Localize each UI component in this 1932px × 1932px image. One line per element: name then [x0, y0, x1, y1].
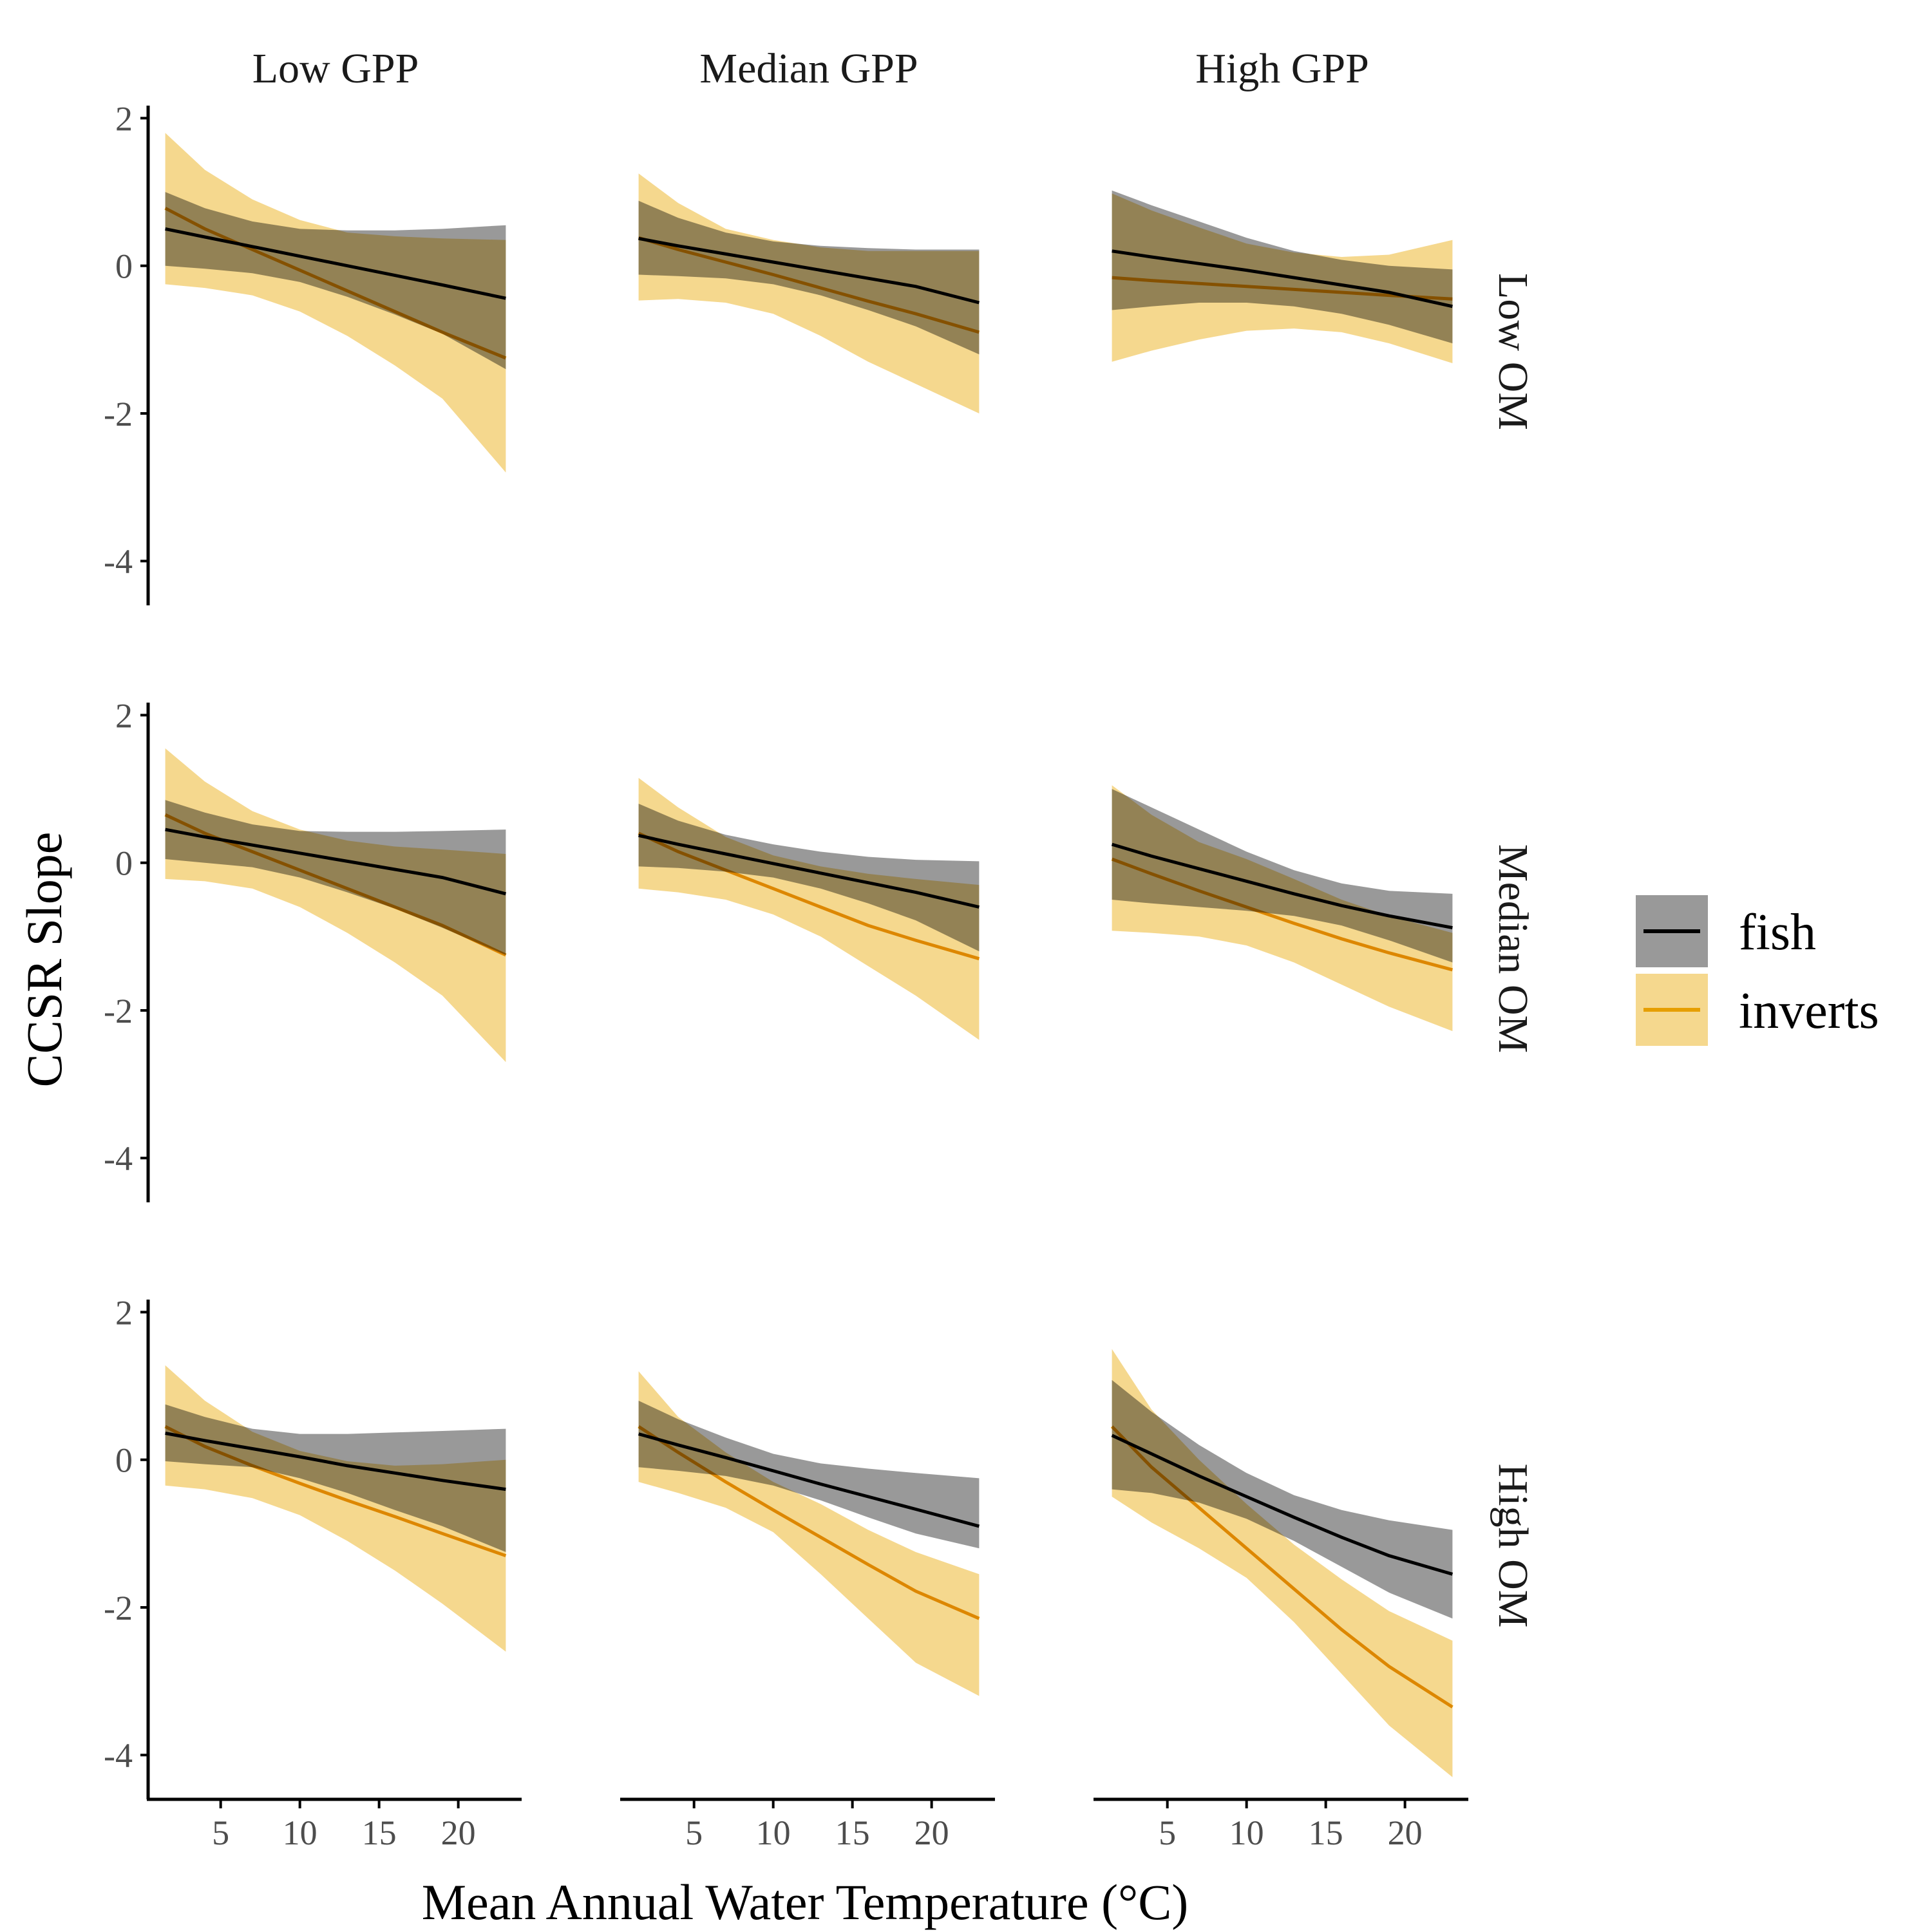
x-tick-label-low-gpp: 10	[283, 1814, 317, 1852]
panel-high-om-high-gpp-inverts-ribbon	[1112, 1349, 1453, 1777]
facet-strips: Low GPP Median GPP High GPP Low OM Median OM…	[252, 45, 1537, 1627]
y-tick-label-high-om: -4	[104, 1736, 133, 1775]
x-tick-label-high-gpp: 15	[1309, 1814, 1343, 1852]
panel-high-om-high-gpp-fish-line	[1111, 1434, 1454, 1576]
panel-low-om-median-gpp-fish-line	[638, 236, 980, 305]
y-tick-label-low-om: 0	[115, 247, 133, 286]
y-tick-label-median-om: 0	[115, 844, 133, 883]
y-tick-label-low-om: -2	[104, 395, 133, 433]
panel-low-om-median-gpp-inverts-line	[638, 236, 980, 334]
axes: -4 -2 0 2 -4 -2 0 2 -4 -2 0 2 5 10 15 20 5 10 15 20 5 10 15 20	[104, 99, 1468, 1852]
x-tick-label-median-gpp: 15	[835, 1814, 870, 1852]
panel-high-om-low-gpp-inverts-line	[164, 1425, 507, 1558]
legend: fish inverts	[1636, 895, 1879, 1046]
column-strip-high-gpp: High GPP	[1195, 45, 1369, 92]
panel-median-om-median-gpp-inverts-line	[638, 831, 980, 961]
panel-median-om-median-gpp-fish-line	[638, 833, 980, 909]
panel-median-om-high-gpp-fish-line	[1111, 842, 1453, 930]
panel-low-om-low-gpp	[164, 133, 507, 473]
x-tick-label-median-gpp: 10	[756, 1814, 791, 1852]
column-strip-low-gpp: Low GPP	[252, 45, 419, 92]
x-tick-label-high-gpp: 5	[1159, 1814, 1176, 1852]
row-strip-high-om: High OM	[1490, 1464, 1537, 1628]
y-tick-label-low-om: -4	[104, 542, 133, 581]
panel-median-om-low-gpp-inverts-ribbon	[165, 748, 506, 1063]
panel-median-om-high-gpp-inverts-ribbon	[1112, 785, 1453, 1032]
panel-high-om-low-gpp-fish-line	[165, 1432, 506, 1492]
x-tick-label-low-gpp: 15	[362, 1814, 397, 1852]
panel-median-om-median-gpp-inverts-ribbon	[638, 777, 980, 1040]
y-tick-label-median-om: -2	[104, 992, 133, 1030]
x-tick-label-high-gpp: 20	[1388, 1814, 1423, 1852]
x-tick-label-low-gpp: 20	[441, 1814, 476, 1852]
panel-high-om-low-gpp-inverts-ribbon	[165, 1365, 506, 1652]
x-tick-label-median-gpp: 5	[685, 1814, 703, 1852]
panel-low-om-low-gpp-inverts-line	[164, 207, 507, 360]
panel-low-om-high-gpp-inverts-ribbon	[1112, 193, 1453, 363]
y-tick-label-high-om: -2	[104, 1589, 133, 1627]
panel-median-om-low-gpp-fish-line	[165, 828, 507, 896]
panel-low-om-low-gpp-inverts-ribbon	[165, 133, 506, 473]
x-tick-label-median-gpp: 20	[914, 1814, 949, 1852]
x-axis-title: Mean Annual Water Temperature (°C)	[422, 1874, 1189, 1930]
y-tick-label-median-om: 2	[115, 696, 133, 735]
column-strip-median-gpp: Median GPP	[699, 45, 918, 92]
y-axis-title: CCSR Slope	[16, 832, 72, 1088]
panel-low-om-high-gpp	[1112, 190, 1453, 363]
y-tick-label-low-om: 2	[115, 99, 133, 138]
panel-high-om-median-gpp	[638, 1371, 980, 1696]
panel-low-om-high-gpp-inverts-line	[1112, 276, 1453, 301]
panel-median-om-high-gpp	[1111, 785, 1454, 1032]
panel-high-om-median-gpp-fish-ribbon	[638, 1401, 980, 1549]
row-strip-low-om: Low OM	[1490, 273, 1537, 430]
panel-low-om-low-gpp-fish-line	[165, 227, 506, 300]
row-strip-median-om: Median OM	[1490, 844, 1537, 1053]
panel-high-om-median-gpp-fish-line	[638, 1432, 980, 1528]
panel-median-om-low-gpp-inverts-line	[164, 813, 507, 957]
x-tick-label-low-gpp: 5	[212, 1814, 229, 1852]
x-tick-label-high-gpp: 10	[1229, 1814, 1264, 1852]
facet-panels	[164, 133, 1454, 1777]
panel-low-om-high-gpp-fish-line	[1112, 249, 1453, 308]
panel-median-om-high-gpp-inverts-line	[1111, 857, 1454, 972]
panel-high-om-high-gpp	[1110, 1349, 1454, 1777]
y-tick-label-high-om: 2	[115, 1293, 133, 1332]
panel-low-om-median-gpp-inverts-ribbon	[638, 173, 980, 413]
legend-label-inverts: inverts	[1739, 983, 1879, 1039]
panel-median-om-median-gpp	[638, 777, 980, 1040]
y-tick-label-median-om: -4	[104, 1139, 133, 1178]
y-tick-label-high-om: 0	[115, 1441, 133, 1480]
panel-low-om-median-gpp	[638, 173, 980, 413]
panel-high-om-median-gpp-inverts-line	[638, 1425, 980, 1620]
panel-high-om-low-gpp	[164, 1365, 507, 1652]
panel-high-om-high-gpp-fish-ribbon	[1112, 1379, 1453, 1619]
legend-label-fish: fish	[1739, 904, 1816, 961]
panel-high-om-high-gpp-inverts-line	[1110, 1425, 1454, 1709]
panel-median-om-low-gpp	[164, 748, 507, 1063]
panel-high-om-median-gpp-inverts-ribbon	[638, 1371, 980, 1696]
